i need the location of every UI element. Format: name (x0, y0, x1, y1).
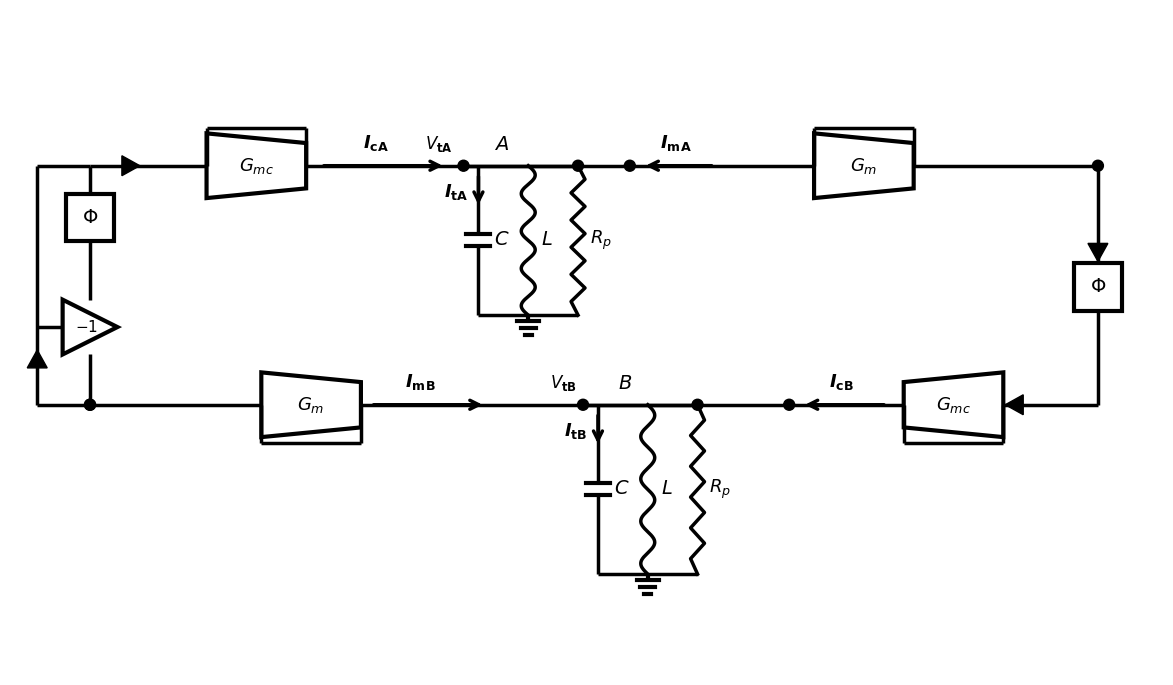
Text: $R_p$: $R_p$ (590, 229, 612, 252)
Text: $V_{\bf tA}$: $V_{\bf tA}$ (425, 134, 453, 153)
Text: $G_m$: $G_m$ (850, 155, 877, 176)
Circle shape (572, 160, 583, 171)
Polygon shape (1089, 243, 1107, 262)
Text: $\boldsymbol{I}_{\bf tA}$: $\boldsymbol{I}_{\bf tA}$ (443, 182, 468, 201)
Polygon shape (27, 350, 47, 368)
Circle shape (784, 399, 794, 410)
Text: $G_{mc}$: $G_{mc}$ (936, 395, 971, 414)
Circle shape (692, 399, 703, 410)
Circle shape (84, 399, 95, 410)
Circle shape (84, 399, 95, 410)
Text: $\boldsymbol{I}_{\bf mA}$: $\boldsymbol{I}_{\bf mA}$ (660, 133, 692, 153)
Text: $V_{\bf tB}$: $V_{\bf tB}$ (550, 373, 577, 393)
Text: $G_m$: $G_m$ (298, 395, 325, 414)
Text: $G_{mc}$: $G_{mc}$ (239, 155, 273, 176)
Text: $-1$: $-1$ (75, 319, 97, 335)
Circle shape (624, 160, 636, 171)
Text: $B$: $B$ (618, 375, 632, 393)
Text: $L$: $L$ (541, 232, 552, 249)
Circle shape (457, 160, 469, 171)
Circle shape (577, 399, 589, 410)
Text: $\Phi$: $\Phi$ (82, 208, 99, 227)
Bar (1074, 263, 1121, 311)
Text: $A$: $A$ (494, 136, 509, 153)
Text: $C$: $C$ (613, 480, 630, 499)
Text: $R_p$: $R_p$ (710, 478, 732, 501)
Polygon shape (122, 155, 140, 175)
Text: $\Phi$: $\Phi$ (1090, 278, 1106, 296)
Polygon shape (1005, 395, 1023, 414)
Text: $\boldsymbol{I}_{\bf cB}$: $\boldsymbol{I}_{\bf cB}$ (829, 372, 854, 392)
Text: $\boldsymbol{I}_{\bf mB}$: $\boldsymbol{I}_{\bf mB}$ (406, 372, 436, 392)
Circle shape (1092, 160, 1104, 171)
Text: $\boldsymbol{I}_{\bf tB}$: $\boldsymbol{I}_{\bf tB}$ (564, 421, 588, 440)
Text: $C$: $C$ (494, 232, 510, 249)
Bar (66, 194, 114, 241)
Text: $L$: $L$ (660, 480, 672, 499)
Text: $\boldsymbol{I}_{\bf cA}$: $\boldsymbol{I}_{\bf cA}$ (362, 133, 389, 153)
